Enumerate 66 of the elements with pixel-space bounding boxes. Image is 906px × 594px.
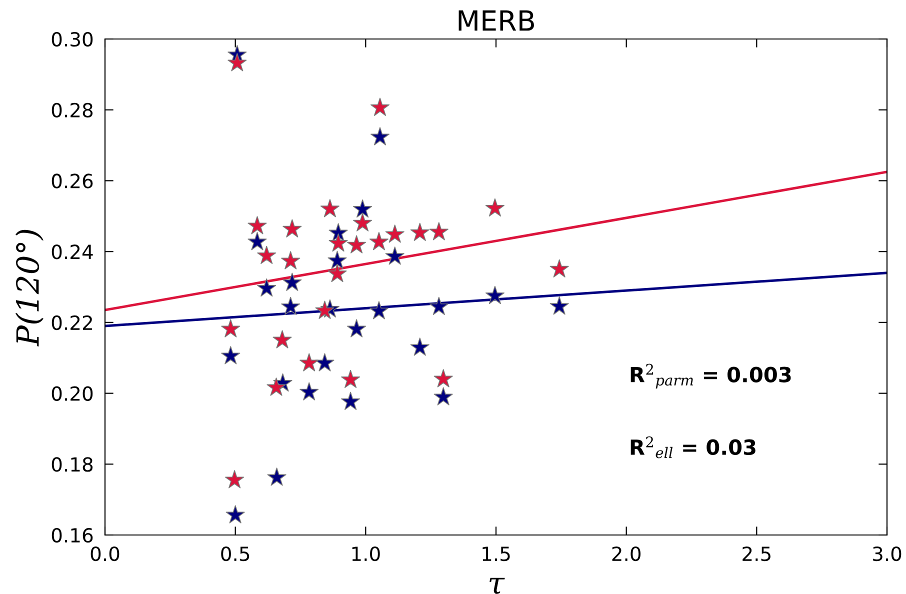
point — [226, 505, 245, 524]
y-tick-label: 0.22 — [52, 315, 92, 330]
point — [228, 53, 247, 72]
point — [369, 301, 388, 320]
point — [429, 296, 448, 316]
x-tick-label: 1.5 — [482, 546, 510, 562]
point — [281, 296, 300, 316]
point — [315, 353, 334, 372]
chart-title: MERB — [458, 10, 534, 31]
x-axis-title: τ — [490, 578, 505, 594]
point — [485, 286, 504, 304]
x-tick-label: 0.0 — [90, 546, 120, 562]
y-tick-label: 0.24 — [52, 244, 93, 260]
point — [353, 199, 372, 218]
point — [328, 264, 347, 282]
y-tick-label: 0.30 — [52, 32, 93, 47]
x-tick-label: 3.0 — [873, 546, 902, 562]
point — [434, 387, 453, 406]
y-tick-label: 0.26 — [52, 174, 93, 188]
x-tick-label: 0.5 — [221, 546, 250, 562]
point — [267, 468, 286, 486]
x-tick-label: 2.5 — [742, 546, 770, 562]
point — [385, 246, 404, 265]
point — [385, 224, 404, 243]
annotation: R$^{2}$$_{parm}$ = 0.003 — [630, 364, 791, 388]
point — [353, 213, 372, 232]
point — [550, 296, 569, 315]
x-tick-label: 2.0 — [612, 546, 641, 562]
annotation: R$^{2}$$_{ell}$ = 0.03 — [630, 436, 756, 458]
point — [347, 235, 366, 254]
y-tick-label: 0.18 — [52, 457, 93, 472]
point — [248, 232, 267, 250]
point — [281, 251, 300, 270]
point — [282, 219, 302, 238]
y-tick-label: 0.16 — [52, 528, 93, 543]
point — [370, 127, 390, 146]
point — [370, 98, 390, 116]
point — [315, 300, 334, 319]
point — [328, 233, 348, 252]
point — [225, 470, 244, 488]
point — [300, 382, 319, 400]
point — [320, 199, 340, 218]
y-axis-title: P(120°) — [15, 230, 44, 346]
point — [266, 378, 286, 396]
point — [347, 319, 366, 338]
point — [221, 346, 240, 364]
point — [369, 232, 388, 250]
point — [429, 222, 448, 240]
point — [257, 278, 276, 297]
point — [300, 353, 319, 372]
point — [282, 272, 302, 291]
point — [341, 392, 360, 410]
point — [410, 338, 430, 356]
x-tick-label: 1.0 — [352, 546, 380, 562]
point — [221, 319, 240, 338]
point — [485, 198, 504, 217]
point — [341, 370, 360, 388]
point — [328, 250, 347, 269]
point — [410, 222, 430, 241]
point — [272, 330, 292, 348]
point — [550, 259, 569, 278]
point — [434, 369, 453, 388]
point — [248, 216, 267, 234]
point — [257, 246, 276, 264]
y-tick-label: 0.20 — [52, 386, 93, 401]
y-tick-label: 0.28 — [52, 102, 93, 118]
